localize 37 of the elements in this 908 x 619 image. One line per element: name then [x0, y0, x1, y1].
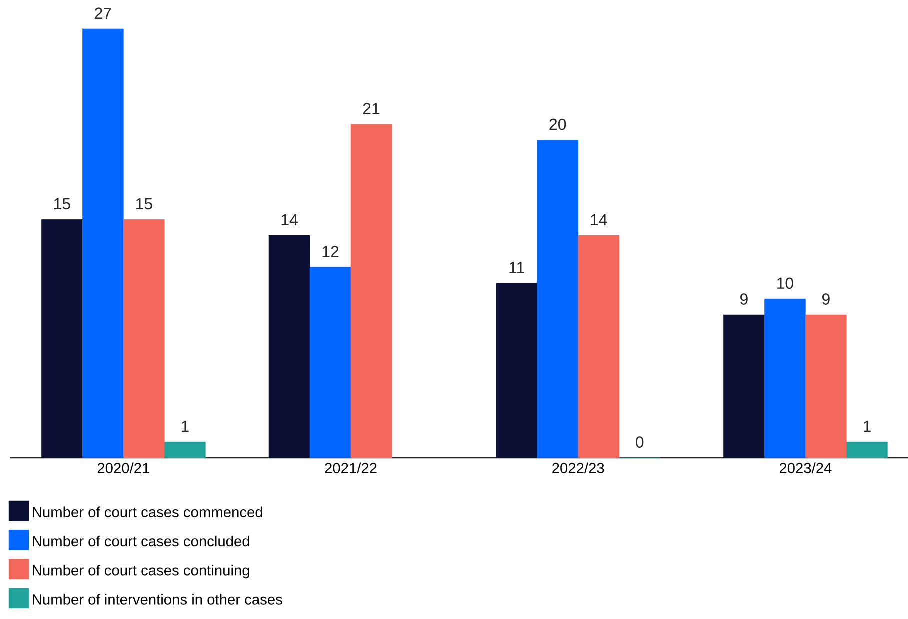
bar	[537, 140, 578, 458]
data-label: 1	[182, 421, 189, 432]
data-label: 14	[282, 214, 298, 226]
data-label: 1	[864, 421, 871, 432]
legend-label: Number of court cases commenced	[33, 506, 262, 518]
data-label: 12	[322, 246, 339, 258]
data-label: 9	[740, 294, 748, 305]
bar	[82, 28, 124, 458]
data-label: 27	[95, 8, 112, 19]
data-label: 14	[591, 214, 608, 226]
x-tick-label: 2021/22	[325, 462, 377, 474]
bar	[42, 220, 83, 458]
data-label: 15	[54, 198, 70, 210]
legend-label: Number of court cases concluded	[33, 536, 250, 547]
bar	[764, 298, 806, 458]
x-tick-label: 2020/21	[98, 462, 150, 474]
bar	[578, 235, 620, 458]
data-label: 9	[822, 294, 830, 305]
bar	[124, 220, 165, 458]
x-tick-label: 2023/24	[780, 462, 832, 474]
bar	[310, 267, 352, 458]
bar	[268, 235, 310, 458]
bar	[846, 442, 888, 458]
bar	[164, 442, 206, 458]
data-label: 15	[136, 198, 152, 210]
data-label: 11	[510, 262, 524, 274]
legend-label: Number of interventions in other cases	[33, 594, 282, 605]
data-label: 20	[550, 118, 566, 130]
legend-label: Number of court cases continuing	[33, 564, 250, 579]
bar	[496, 283, 538, 458]
data-label: 10	[778, 278, 794, 290]
bar	[350, 124, 392, 458]
bar	[724, 314, 765, 458]
x-tick-label: 2022/23	[552, 462, 604, 474]
data-label: 0	[636, 436, 644, 448]
bar	[806, 314, 847, 458]
data-label: 21	[363, 103, 380, 114]
